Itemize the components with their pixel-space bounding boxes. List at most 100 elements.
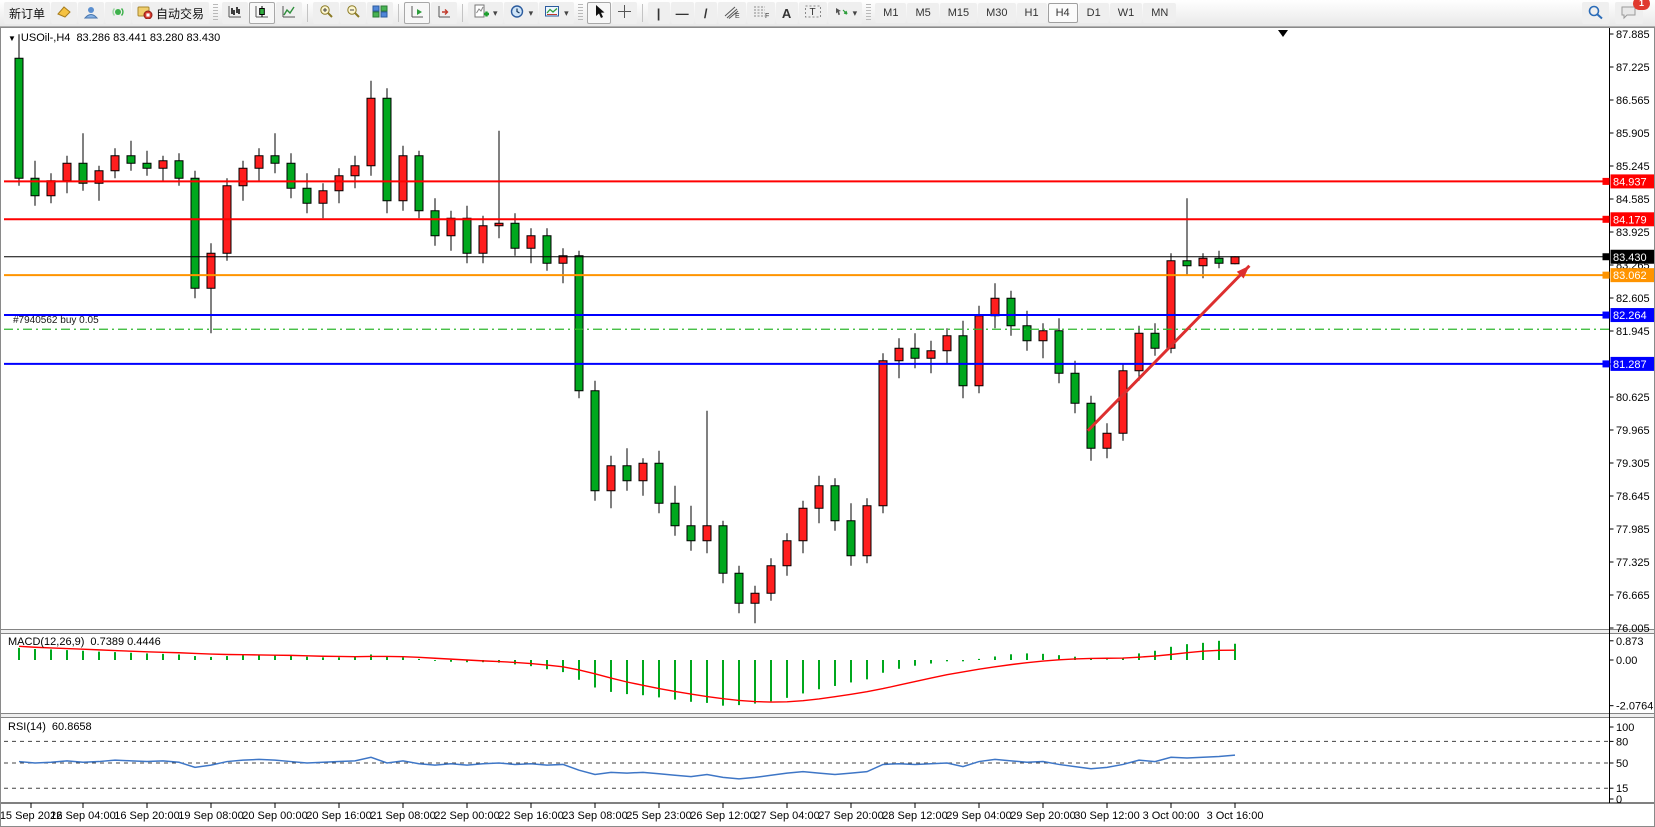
template-icon bbox=[544, 4, 560, 22]
label-icon: T bbox=[804, 4, 822, 22]
autotrading-icon bbox=[137, 5, 153, 22]
svg-text:-2.0764: -2.0764 bbox=[1616, 701, 1653, 713]
rsi-indicator-label: RSI(14) 60.8658 bbox=[8, 721, 92, 733]
horizontal-line-icon: — bbox=[675, 5, 689, 21]
svg-text:15 Sep 2022: 15 Sep 2022 bbox=[1, 810, 62, 822]
new-order-label: 新订单 bbox=[9, 6, 46, 21]
label-button[interactable]: T bbox=[798, 2, 827, 24]
zoom-in-icon bbox=[318, 4, 334, 22]
svg-text:83.430: 83.430 bbox=[1613, 252, 1647, 264]
svg-text:77.985: 77.985 bbox=[1616, 524, 1650, 536]
channel-button[interactable]: E bbox=[717, 2, 746, 24]
svg-text:3 Oct 00:00: 3 Oct 00:00 bbox=[1143, 810, 1200, 822]
search-button[interactable] bbox=[1582, 2, 1609, 24]
timeframe-button-m15[interactable]: M15 bbox=[939, 3, 978, 23]
tile-windows-button[interactable] bbox=[367, 2, 394, 24]
auto-scroll-button[interactable] bbox=[404, 2, 431, 24]
chart-symbol-header[interactable]: ▼ USOil-,H4 83.286 83.441 83.280 83.430 bbox=[8, 32, 220, 44]
rsi-title: RSI(14) bbox=[8, 721, 46, 733]
new-order-button[interactable]: 新订单 bbox=[4, 2, 51, 24]
toolbar: 新订单 自动交易 bbox=[0, 0, 1655, 27]
toolbar-separator bbox=[398, 4, 400, 22]
svg-text:86.565: 86.565 bbox=[1616, 95, 1650, 107]
symbol-dropdown-icon[interactable]: ▼ bbox=[8, 34, 16, 43]
svg-text:25 Sep 23:00: 25 Sep 23:00 bbox=[626, 810, 691, 822]
vertical-line-icon: | bbox=[656, 5, 661, 21]
trendline-button[interactable]: / bbox=[694, 2, 717, 24]
macd-indicator-label: MACD(12,26,9) 0.7389 0.4446 bbox=[8, 636, 161, 648]
svg-text:84.179: 84.179 bbox=[1613, 214, 1647, 226]
trendline-icon: / bbox=[703, 5, 708, 21]
chart-canvas[interactable]: 87.885 87.225 86.565 85.905 85.245 84.585 83.9… bbox=[1, 28, 1654, 826]
svg-text:26 Sep 12:00: 26 Sep 12:00 bbox=[690, 810, 755, 822]
arrows-button[interactable]: ▾ bbox=[827, 2, 863, 24]
signals-button[interactable] bbox=[105, 2, 132, 24]
chart-shift-button[interactable] bbox=[431, 2, 458, 24]
svg-text:81.945: 81.945 bbox=[1616, 326, 1650, 338]
chart-window: 87.885 87.225 86.565 85.905 85.245 84.585 83.9… bbox=[0, 27, 1655, 827]
zoom-in-button[interactable] bbox=[313, 2, 340, 24]
notifications-button[interactable]: 1 bbox=[1615, 0, 1650, 24]
svg-text:100: 100 bbox=[1616, 722, 1634, 734]
svg-text:0.00: 0.00 bbox=[1616, 655, 1637, 667]
svg-text:20 Sep 00:00: 20 Sep 00:00 bbox=[242, 810, 307, 822]
new-chart-button[interactable] bbox=[51, 2, 78, 24]
periods-button[interactable]: ▾ bbox=[503, 2, 539, 24]
toolbar-grip bbox=[577, 4, 583, 22]
indicators-icon bbox=[473, 4, 490, 22]
svg-text:79.305: 79.305 bbox=[1616, 458, 1650, 470]
timeframe-button-m5[interactable]: M5 bbox=[907, 3, 939, 23]
svg-text:F: F bbox=[765, 13, 769, 19]
svg-text:84.585: 84.585 bbox=[1616, 194, 1650, 206]
candlestick-chart-button[interactable] bbox=[249, 2, 276, 24]
crosshair-button[interactable] bbox=[611, 2, 637, 24]
toolbar-grip bbox=[866, 4, 872, 22]
svg-text:50: 50 bbox=[1616, 758, 1628, 770]
chart-shift-icon bbox=[436, 4, 452, 22]
svg-text:20 Sep 16:00: 20 Sep 16:00 bbox=[306, 810, 371, 822]
cursor-button[interactable] bbox=[586, 2, 611, 24]
crosshair-icon bbox=[617, 4, 632, 22]
svg-text:83.925: 83.925 bbox=[1616, 227, 1650, 239]
text-button[interactable]: A bbox=[775, 2, 798, 24]
svg-text:84.937: 84.937 bbox=[1613, 176, 1647, 188]
bar-chart-button[interactable] bbox=[222, 2, 249, 24]
svg-text:3 Oct 16:00: 3 Oct 16:00 bbox=[1207, 810, 1264, 822]
templates-button[interactable]: ▾ bbox=[539, 2, 574, 24]
ohlc-values: 83.286 83.441 83.280 83.430 bbox=[76, 32, 221, 44]
chevron-down-icon: ▾ bbox=[564, 7, 569, 18]
svg-text:19 Sep 08:00: 19 Sep 08:00 bbox=[178, 810, 243, 822]
fibonacci-icon: F bbox=[752, 4, 770, 22]
line-chart-button[interactable] bbox=[276, 2, 303, 24]
svg-text:15: 15 bbox=[1616, 783, 1628, 795]
svg-text:29 Sep 04:00: 29 Sep 04:00 bbox=[946, 810, 1011, 822]
toolbar-separator bbox=[307, 4, 309, 22]
svg-text:76.665: 76.665 bbox=[1616, 590, 1650, 602]
timeframe-button-m1[interactable]: M1 bbox=[875, 3, 907, 23]
rsi-value: 60.8658 bbox=[51, 721, 92, 733]
profiles-button[interactable] bbox=[78, 2, 105, 24]
vertical-line-button[interactable]: | bbox=[647, 2, 670, 24]
candlestick-chart-icon bbox=[254, 4, 270, 22]
svg-text:85.245: 85.245 bbox=[1616, 161, 1650, 173]
timeframe-button-h1[interactable]: H1 bbox=[1016, 3, 1047, 23]
bar-chart-icon bbox=[227, 4, 243, 22]
timeframe-button-m30[interactable]: M30 bbox=[978, 3, 1016, 23]
auto-scroll-icon bbox=[409, 4, 425, 22]
svg-text:83.062: 83.062 bbox=[1613, 270, 1647, 282]
timeframe-button-h4[interactable]: H4 bbox=[1047, 3, 1078, 23]
zoom-out-button[interactable] bbox=[340, 2, 367, 24]
svg-text:23 Sep 08:00: 23 Sep 08:00 bbox=[562, 810, 627, 822]
toolbar-grip bbox=[213, 4, 219, 22]
svg-text:78.645: 78.645 bbox=[1616, 491, 1650, 503]
toolbar-separator bbox=[462, 4, 464, 22]
timeframe-button-w1[interactable]: W1 bbox=[1109, 3, 1143, 23]
indicators-button[interactable]: ▾ bbox=[468, 2, 503, 24]
timeframe-button-mn[interactable]: MN bbox=[1143, 3, 1177, 23]
timeframe-button-d1[interactable]: D1 bbox=[1078, 3, 1109, 23]
fibonacci-button[interactable]: F bbox=[746, 2, 775, 24]
svg-text:27 Sep 20:00: 27 Sep 20:00 bbox=[818, 810, 883, 822]
horizontal-line-button[interactable]: — bbox=[670, 2, 694, 24]
autotrading-button[interactable]: 自动交易 bbox=[132, 2, 210, 24]
